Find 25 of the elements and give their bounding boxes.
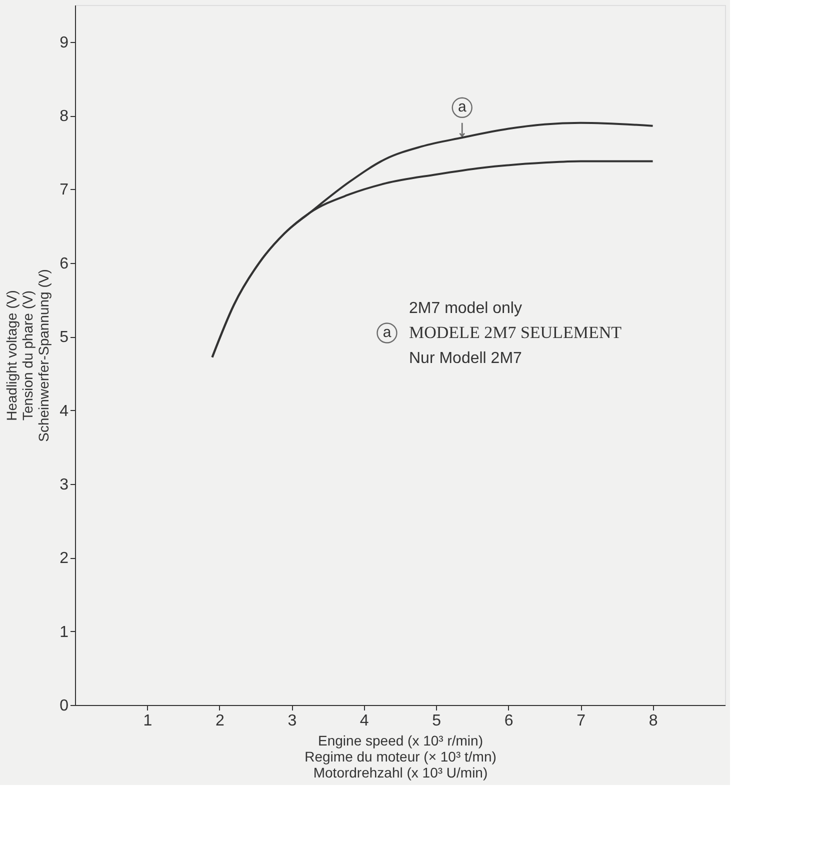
y-tick-label: 8 (60, 108, 69, 126)
x-tick-label: 4 (360, 712, 369, 730)
x-tick-label: 2 (215, 712, 224, 730)
y-tick-label: 0 (60, 698, 69, 714)
y-tick-label: 6 (60, 255, 69, 272)
annotation: 2M7 model only (409, 300, 522, 317)
x-tick-label: 3 (288, 712, 297, 730)
y-tick-label: 4 (60, 402, 69, 420)
y-axis-title: Headlight voltage (V) Tension du phare (V) Scheinwerfer-Spannung (V) (4, 269, 52, 442)
y-tick-label: 9 (60, 34, 69, 52)
x-axis-title: Engine speed (x 10³ r/min) Regime du moteur (× 10³ t/mn) Motordrehzahl (x 10³ U/min) (304, 732, 496, 780)
y-tick-label: 7 (60, 182, 69, 199)
annotation: MODELE 2M7 SEULEMENT (409, 323, 622, 342)
y-tick-label: 1 (60, 624, 69, 641)
x-tick-label: 7 (576, 712, 586, 730)
x-tick-label: 5 (432, 712, 442, 730)
y-tick-label: 5 (60, 329, 69, 346)
x-tick-label: 6 (504, 712, 514, 730)
annotation: a (382, 324, 392, 341)
annotation: Nur Modell 2M7 (409, 350, 522, 367)
x-tick-label: 1 (143, 712, 152, 730)
x-tick-label: 8 (648, 712, 658, 730)
y-tick-label: 2 (60, 550, 69, 568)
y-tick-label: 3 (60, 476, 69, 494)
annotation: a (458, 98, 467, 116)
